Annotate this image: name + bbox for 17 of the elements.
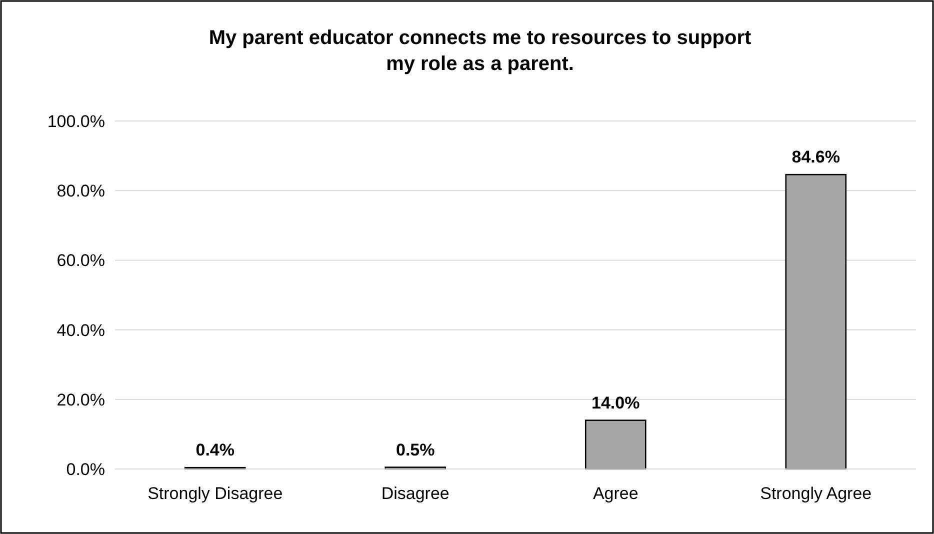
y-tick-label: 0.0% [66,460,105,479]
x-tick-label: Disagree [381,484,450,503]
bar [584,420,646,470]
bar [785,174,847,470]
y-tick-label: 20.0% [56,390,105,410]
y-tick-label: 100.0% [47,112,105,131]
y-tick-label: 80.0% [56,182,105,201]
y-tick-label: 60.0% [56,251,105,270]
y-tick-label: 40.0% [56,320,105,340]
x-tick-label: Strongly Agree [760,484,872,503]
chart-title: My parent educator connects me to resources to support my role as a parent. [208,27,752,75]
x-tick-label: Agree [592,484,638,503]
x-tick-label: Strongly Disagree [148,484,283,503]
data-label: 84.6% [792,148,840,167]
data-label: 0.5% [396,440,435,460]
data-label: 14.0% [592,393,640,412]
data-label: 0.4% [196,440,234,460]
